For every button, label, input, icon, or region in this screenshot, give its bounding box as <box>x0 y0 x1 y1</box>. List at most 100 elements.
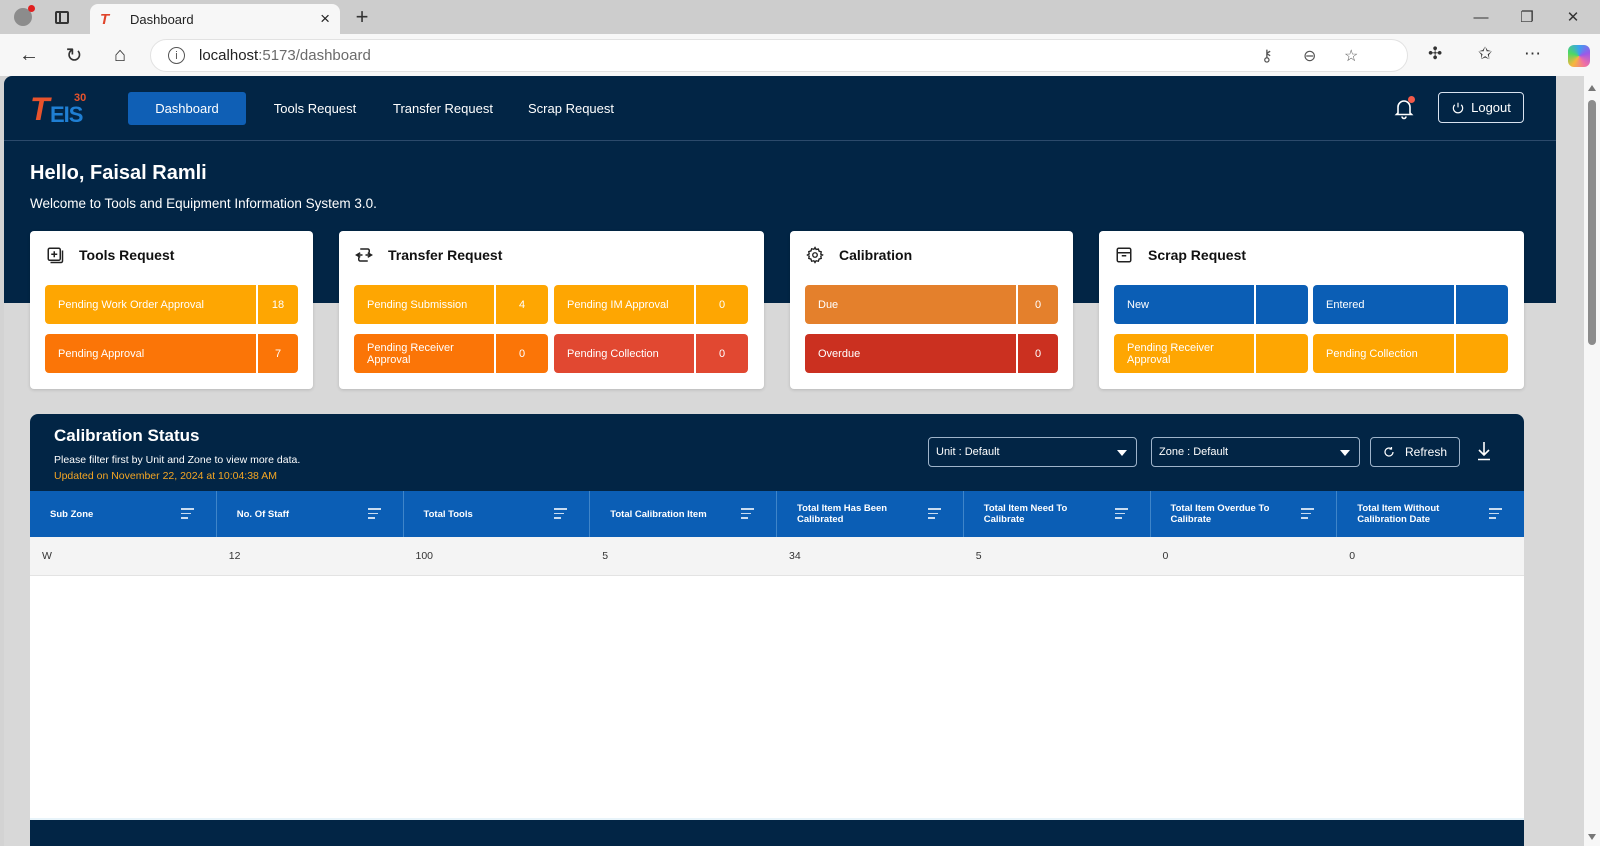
column-total-calibration-item[interactable]: Total Calibration Item <box>590 491 777 537</box>
column-menu-icon[interactable] <box>1489 508 1502 519</box>
profile-icon[interactable] <box>13 5 35 27</box>
stat-due[interactable]: Due 0 <box>805 285 1058 324</box>
cell-total-calibration-item: 5 <box>602 550 609 562</box>
greeting-title: Hello, Faisal Ramli <box>30 162 207 184</box>
restore-icon[interactable]: ❐ <box>1520 9 1534 26</box>
stat-pending-submission[interactable]: Pending Submission 4 <box>354 285 548 324</box>
copilot-icon[interactable] <box>1568 45 1590 67</box>
column-total-item-calibrated[interactable]: Total Item Has Been Calibrated <box>777 491 964 537</box>
logout-button[interactable]: Logout <box>1438 92 1524 123</box>
notification-dot <box>1408 96 1415 103</box>
stat-pending-im-approval[interactable]: Pending IM Approval 0 <box>554 285 748 324</box>
table-row[interactable]: W 12 100 5 34 5 0 0 <box>30 537 1524 576</box>
zone-select[interactable]: Zone : Default <box>1151 437 1360 467</box>
page-viewport: T EIS 30 Dashboard Tools Request Transfe… <box>4 76 1584 846</box>
password-key-icon[interactable]: ⚷ <box>1261 48 1273 65</box>
column-menu-icon[interactable] <box>554 508 568 519</box>
minimize-icon[interactable]: — <box>1473 8 1489 26</box>
caret-down-icon <box>1340 450 1350 456</box>
new-tab-button[interactable]: + <box>355 4 369 29</box>
stat-pending-approval[interactable]: Pending Approval 7 <box>45 334 298 373</box>
stat-entered[interactable]: Entered <box>1313 285 1508 324</box>
cell-total-item-without-date: 0 <box>1349 550 1356 562</box>
nav-tools-request[interactable]: Tools Request <box>273 101 357 116</box>
stat-pending-work-order-approval[interactable]: Pending Work Order Approval 18 <box>45 285 298 324</box>
nav-scrap-request[interactable]: Scrap Request <box>528 101 614 116</box>
home-icon[interactable]: ⌂ <box>113 43 127 66</box>
column-total-item-overdue[interactable]: Total Item Overdue To Calibrate <box>1151 491 1338 537</box>
download-icon[interactable] <box>1476 441 1496 463</box>
column-no-of-staff[interactable]: No. Of Staff <box>217 491 404 537</box>
column-menu-icon[interactable] <box>927 508 941 519</box>
stat-new[interactable]: New <box>1114 285 1308 324</box>
scroll-thumb[interactable] <box>1588 100 1596 345</box>
nav-transfer-request[interactable]: Transfer Request <box>393 101 493 116</box>
tab-title: Dashboard <box>130 11 194 27</box>
card-title: Scrap Request <box>1148 247 1247 263</box>
stat-scrap-pending-receiver-approval[interactable]: Pending Receiver Approval <box>1114 334 1308 373</box>
column-menu-icon[interactable] <box>1301 508 1315 519</box>
column-total-tools[interactable]: Total Tools <box>404 491 591 537</box>
site-info-icon[interactable]: i <box>168 47 185 64</box>
close-tab-icon[interactable]: × <box>320 9 330 28</box>
tools-request-card: Tools Request Pending Work Order Approva… <box>30 231 313 389</box>
card-title: Tools Request <box>79 247 175 263</box>
notification-bell-icon[interactable] <box>1392 96 1416 120</box>
cell-total-tools: 100 <box>415 550 434 562</box>
cell-total-item-calibrated: 34 <box>789 550 801 562</box>
cell-no-of-staff: 12 <box>228 550 241 562</box>
calibration-status-panel: Calibration Status Please filter first b… <box>30 414 1524 846</box>
transfer-request-card: Transfer Request Pending Submission 4 Pe… <box>339 231 764 389</box>
welcome-text: Welcome to Tools and Equipment Informati… <box>30 196 377 211</box>
stat-overdue[interactable]: Overdue 0 <box>805 334 1058 373</box>
table-header: Sub Zone No. Of Staff Total Tools Total … <box>30 491 1524 537</box>
scrap-request-card: Scrap Request New Entered Pending Receiv… <box>1099 231 1524 389</box>
teis-logo[interactable]: T EIS 30 <box>30 91 87 127</box>
cell-total-item-overdue: 0 <box>1162 550 1169 562</box>
top-nav: T EIS 30 Dashboard Tools Request Transfe… <box>4 76 1556 141</box>
column-menu-icon[interactable] <box>180 508 194 519</box>
refresh-button[interactable]: Refresh <box>1370 437 1460 467</box>
cell-total-item-need-calibrate: 5 <box>975 550 982 562</box>
calibration-status-header: Calibration Status Please filter first b… <box>30 414 1524 491</box>
add-box-icon <box>45 245 65 265</box>
scroll-down-arrow-icon[interactable] <box>1588 834 1596 840</box>
panel-footer-bar <box>30 818 1524 846</box>
filter-hint: Please filter first by Unit and Zone to … <box>54 454 301 466</box>
updated-timestamp: Updated on November 22, 2024 at 10:04:38… <box>54 470 277 482</box>
nav-dashboard[interactable]: Dashboard <box>128 92 246 125</box>
card-title: Transfer Request <box>388 247 503 263</box>
unit-select[interactable]: Unit : Default <box>928 437 1137 467</box>
stat-pending-receiver-approval[interactable]: Pending Receiver Approval 0 <box>354 334 548 373</box>
tab-actions-icon[interactable] <box>52 7 72 27</box>
card-title: Calibration <box>839 247 913 263</box>
close-window-icon[interactable]: ✕ <box>1566 9 1580 26</box>
section-title: Calibration Status <box>54 426 200 445</box>
favorite-star-icon[interactable]: ☆ <box>1344 48 1359 65</box>
column-menu-icon[interactable] <box>1114 508 1128 519</box>
favorites-icon[interactable]: ✩ <box>1478 44 1493 63</box>
url-text[interactable]: localhost:5173/dashboard <box>199 47 371 64</box>
column-menu-icon[interactable] <box>367 508 381 519</box>
archive-box-icon <box>1114 245 1134 265</box>
address-bar[interactable]: i localhost:5173/dashboard ⚷ ⊖ ☆ <box>150 39 1408 72</box>
column-total-item-need-calibrate[interactable]: Total Item Need To Calibrate <box>964 491 1151 537</box>
browser-tab-bar: T Dashboard × + — ❐ ✕ <box>0 0 1600 34</box>
reload-icon[interactable]: ↻ <box>65 44 83 67</box>
refresh-icon <box>1384 447 1394 457</box>
page-scrollbar[interactable] <box>1584 76 1600 846</box>
stat-pending-collection[interactable]: Pending Collection 0 <box>554 334 748 373</box>
caret-down-icon <box>1117 450 1127 456</box>
browser-tab[interactable]: T Dashboard × <box>90 4 340 34</box>
column-total-item-without-date[interactable]: Total Item Without Calibration Date <box>1337 491 1524 537</box>
extensions-icon[interactable]: ✣ <box>1428 44 1443 63</box>
favicon-icon: T <box>100 10 110 28</box>
zoom-out-icon[interactable]: ⊖ <box>1303 48 1317 65</box>
stat-scrap-pending-collection[interactable]: Pending Collection <box>1313 334 1508 373</box>
cell-sub-zone: W <box>42 550 52 562</box>
column-menu-icon[interactable] <box>741 508 754 519</box>
column-sub-zone[interactable]: Sub Zone <box>30 491 217 537</box>
back-icon[interactable]: ← <box>19 43 39 66</box>
scroll-up-arrow-icon[interactable] <box>1588 85 1596 91</box>
more-menu-icon[interactable]: ⋯ <box>1524 44 1541 63</box>
